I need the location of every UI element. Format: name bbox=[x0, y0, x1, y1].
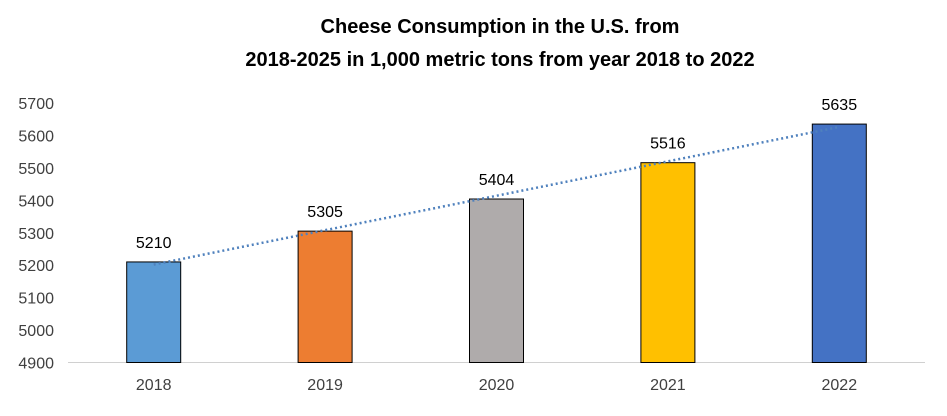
y-tick-label: 4900 bbox=[18, 356, 54, 373]
x-tick-label: 2018 bbox=[136, 377, 172, 394]
x-tick-label: 2021 bbox=[650, 377, 686, 394]
trendline bbox=[153, 125, 840, 266]
bar-2018 bbox=[126, 261, 182, 364]
y-tick-label: 5500 bbox=[18, 161, 54, 178]
y-tick-label: 5700 bbox=[18, 96, 54, 113]
x-tick-label: 2022 bbox=[822, 377, 858, 394]
x-tick-label: 2019 bbox=[307, 377, 343, 394]
data-label: 5635 bbox=[822, 97, 858, 114]
y-tick-label: 5200 bbox=[18, 258, 54, 275]
chart-title-line-2: 2018-2025 in 1,000 metric tons from year… bbox=[245, 49, 754, 71]
bar-2020 bbox=[469, 198, 524, 363]
bar-2019 bbox=[297, 230, 353, 363]
data-label: 5404 bbox=[479, 172, 515, 189]
data-label: 5305 bbox=[307, 204, 343, 221]
x-tick-label: 2020 bbox=[479, 377, 515, 394]
data-label: 5516 bbox=[650, 136, 686, 153]
y-tick-label: 5400 bbox=[18, 193, 54, 210]
y-tick-label: 5100 bbox=[18, 291, 54, 308]
y-tick-label: 5300 bbox=[18, 226, 54, 243]
y-tick-label: 5000 bbox=[18, 323, 54, 340]
chart-title-line-1: Cheese Consumption in the U.S. from bbox=[321, 16, 680, 38]
data-label: 5210 bbox=[136, 235, 172, 252]
bar-2021 bbox=[640, 162, 696, 363]
bar-2022 bbox=[811, 123, 867, 363]
y-tick-label: 5600 bbox=[18, 128, 54, 145]
